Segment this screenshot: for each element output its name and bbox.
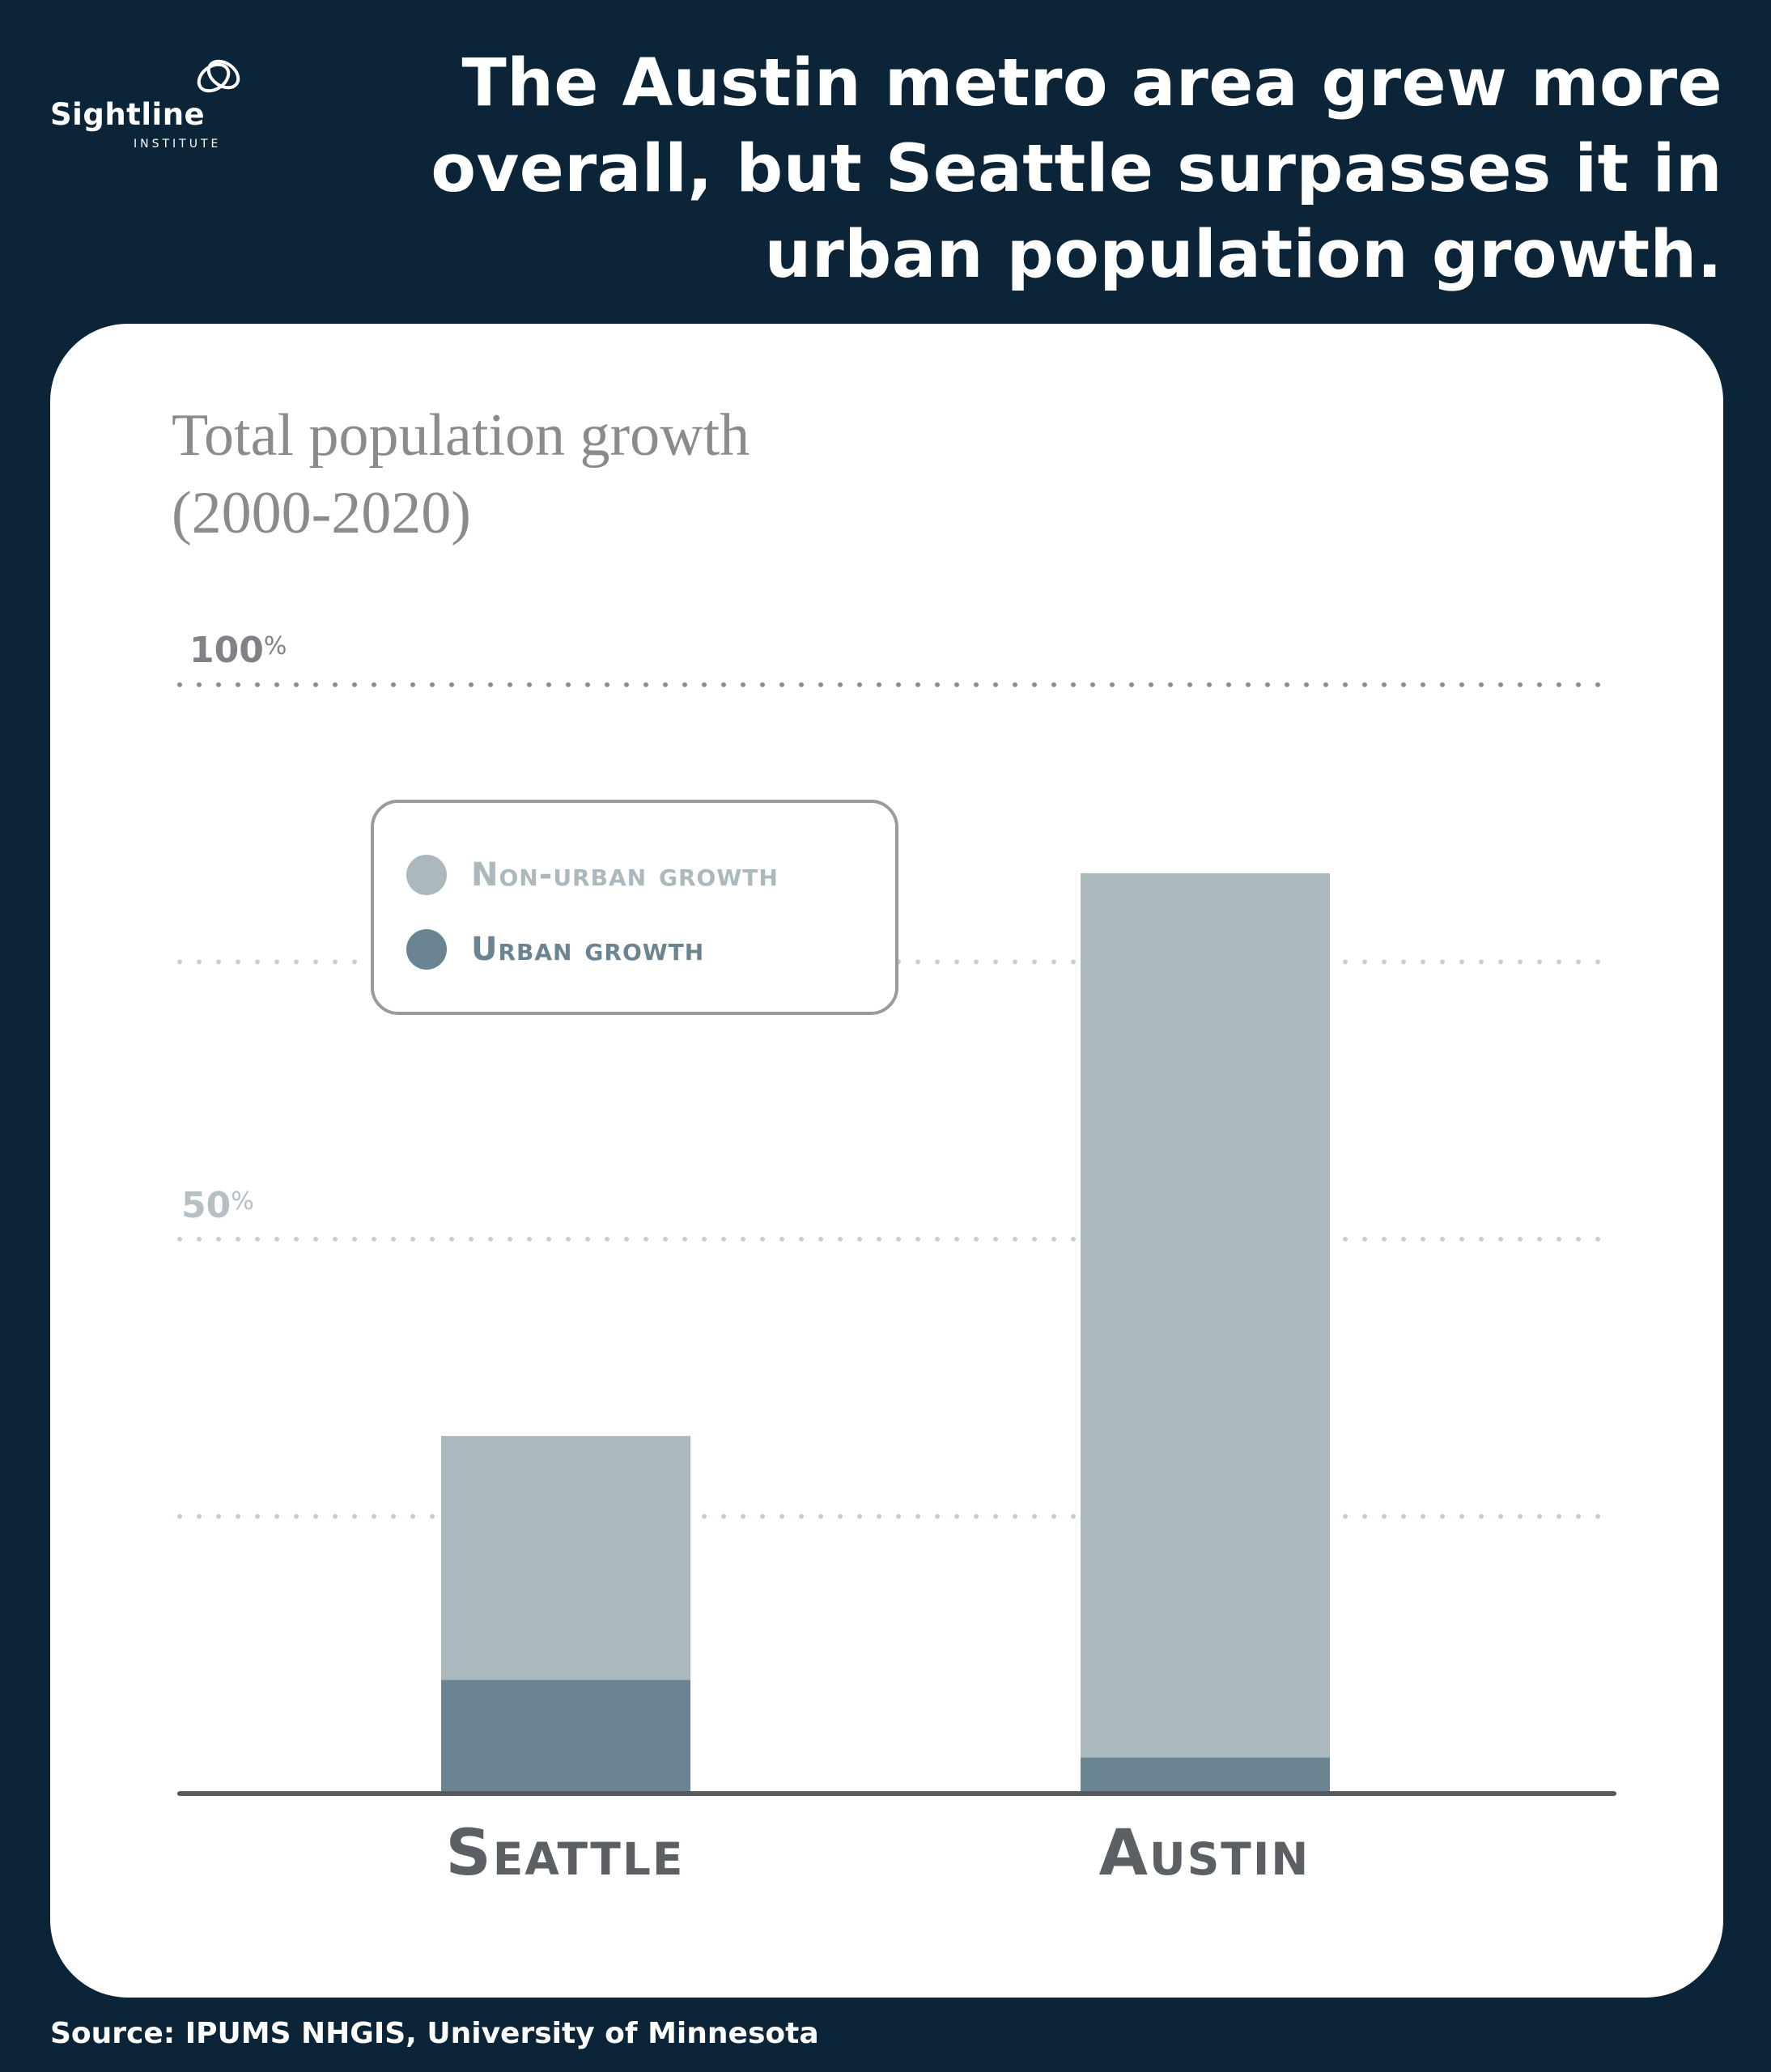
y-tick-label-50: 50% — [181, 1185, 254, 1226]
chart-plot — [177, 682, 1616, 1796]
bar-austin-urban-growth — [1081, 1757, 1330, 1794]
y-tick-label-100: 100% — [189, 630, 287, 671]
chart-title-line: Total population growth — [172, 402, 750, 469]
legend-swatch-non-urban — [406, 855, 447, 895]
logo-subtitle: INSTITUTE — [134, 138, 222, 151]
logo-knot-icon — [197, 59, 240, 93]
bar-austin-non-urban-growth — [1081, 873, 1330, 1758]
chart-card: Total population growth (2000-2020) 100% … — [50, 324, 1723, 1998]
category-label-seattle: Seattle — [445, 1817, 685, 1890]
y-tick-value: 100 — [189, 630, 264, 671]
y-tick-value: 50 — [181, 1185, 231, 1226]
logo-wordmark: Sightline — [50, 97, 206, 132]
chart-title: Total population growth (2000-2020) — [172, 397, 1062, 552]
legend-swatch-urban — [406, 929, 447, 970]
bar-seattle-non-urban-growth — [441, 1436, 690, 1680]
y-tick-unit: % — [231, 1187, 254, 1216]
chart-title-line: (2000-2020) — [172, 480, 471, 546]
headline: The Austin metro area grew more overall,… — [431, 45, 1722, 293]
y-tick-unit: % — [263, 632, 287, 660]
legend-label-urban: Urban growth — [471, 931, 705, 968]
bar-seattle-urban-growth — [441, 1679, 690, 1794]
category-label-austin: Austin — [1098, 1817, 1310, 1890]
legend-label-non-urban: Non-urban growth — [471, 856, 779, 894]
chart-legend: Non-urban growth Urban growth — [371, 800, 898, 1015]
source-note: Source: IPUMS NHGIS, University of Minne… — [50, 2017, 819, 2050]
sightline-logo: Sightline INSTITUTE — [50, 50, 244, 163]
